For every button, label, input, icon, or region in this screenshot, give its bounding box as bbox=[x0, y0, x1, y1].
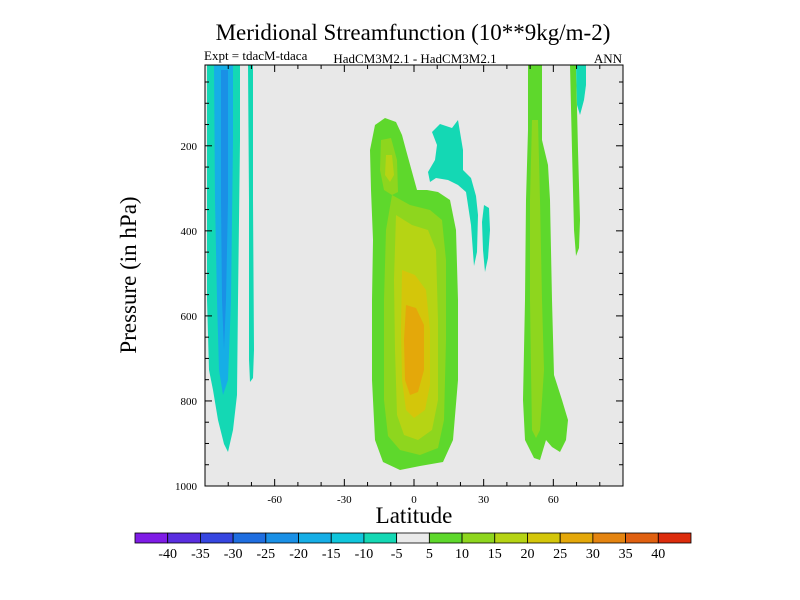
x-tick-label: -30 bbox=[337, 494, 352, 506]
chart-subtitle-left: Expt = tdacM-tdaca bbox=[204, 48, 308, 63]
colorbar-label: -15 bbox=[322, 547, 341, 562]
colorbar-label: -25 bbox=[256, 547, 275, 562]
colorbar-swatch bbox=[396, 532, 430, 544]
colorbar-swatch bbox=[428, 532, 463, 544]
colorbar-label: 5 bbox=[426, 547, 433, 562]
colorbar-label: 10 bbox=[455, 547, 469, 562]
colorbar-swatch bbox=[559, 532, 594, 544]
contour-northern-positive-strip bbox=[570, 65, 580, 256]
x-axis: -60 -30 0 30 60 bbox=[227, 65, 601, 506]
x-tick-label: -60 bbox=[267, 494, 282, 506]
colorbar-label: 35 bbox=[619, 547, 633, 562]
colorbar-swatch bbox=[265, 532, 299, 544]
colorbar-label: -20 bbox=[289, 547, 308, 562]
y-tick-label: 800 bbox=[181, 396, 198, 408]
colorbar-swatch bbox=[494, 532, 528, 544]
colorbar-label: 20 bbox=[520, 547, 534, 562]
colorbar-swatch bbox=[527, 532, 561, 544]
contour-northern-positive-core bbox=[530, 120, 544, 438]
colorbar-label: -35 bbox=[191, 547, 210, 562]
colorbar-swatch bbox=[461, 532, 496, 544]
y-tick-label: 600 bbox=[181, 311, 198, 323]
chart-subtitle-center: HadCM3M2.1 - HadCM3M2.1 bbox=[333, 51, 496, 66]
y-tick-label: 400 bbox=[181, 226, 198, 238]
colorbar-label: 40 bbox=[651, 547, 665, 562]
y-tick-label: 1000 bbox=[175, 481, 198, 493]
contour-tropical-positive-core bbox=[404, 305, 424, 395]
x-tick-label: 60 bbox=[548, 494, 560, 506]
colorbar-swatch bbox=[298, 532, 332, 544]
colorbar-label: -30 bbox=[224, 547, 243, 562]
contour-arctic-negative bbox=[576, 65, 586, 115]
colorbar-swatch bbox=[134, 532, 169, 544]
colorbar-label: 25 bbox=[553, 547, 567, 562]
x-tick-label: 0 bbox=[411, 494, 417, 506]
y-tick-label: 200 bbox=[181, 141, 198, 153]
colorbar-swatch bbox=[330, 532, 365, 544]
contour-upper-tropical-negative-spike bbox=[482, 205, 490, 272]
contour-fill-group bbox=[207, 65, 586, 470]
colorbar-label: -5 bbox=[391, 547, 403, 562]
y-axis-label: Pressure (in hPa) bbox=[116, 196, 141, 353]
colorbar-label: -40 bbox=[158, 547, 177, 562]
colorbar-label: 30 bbox=[586, 547, 600, 562]
colorbar-label: 15 bbox=[488, 547, 502, 562]
colorbar-swatch bbox=[200, 532, 234, 544]
colorbar: -40 -35 -30 -25 -20 -15 -10 -5 5 10 15 20 25 30 35 40 bbox=[134, 532, 692, 562]
x-axis-label: Latitude bbox=[376, 503, 453, 528]
colorbar-swatch bbox=[363, 532, 398, 544]
y-axis: 200 400 600 800 1000 bbox=[175, 81, 623, 493]
contour-upper-tropical-negative bbox=[428, 120, 478, 266]
x-tick-label: 30 bbox=[478, 494, 490, 506]
colorbar-label: -10 bbox=[355, 547, 374, 562]
chart-title: Meridional Streamfunction (10**9kg/m-2) bbox=[216, 20, 611, 45]
colorbar-swatch bbox=[167, 532, 201, 544]
colorbar-swatch bbox=[625, 532, 659, 544]
contour-southern-negative-strip bbox=[248, 65, 254, 382]
contour-southern-negative-inner bbox=[221, 70, 228, 350]
colorbar-swatch bbox=[592, 532, 626, 544]
colorbar-swatch bbox=[232, 532, 267, 544]
chart-subtitle-right: ANN bbox=[594, 51, 623, 66]
colorbar-swatch bbox=[657, 532, 692, 544]
